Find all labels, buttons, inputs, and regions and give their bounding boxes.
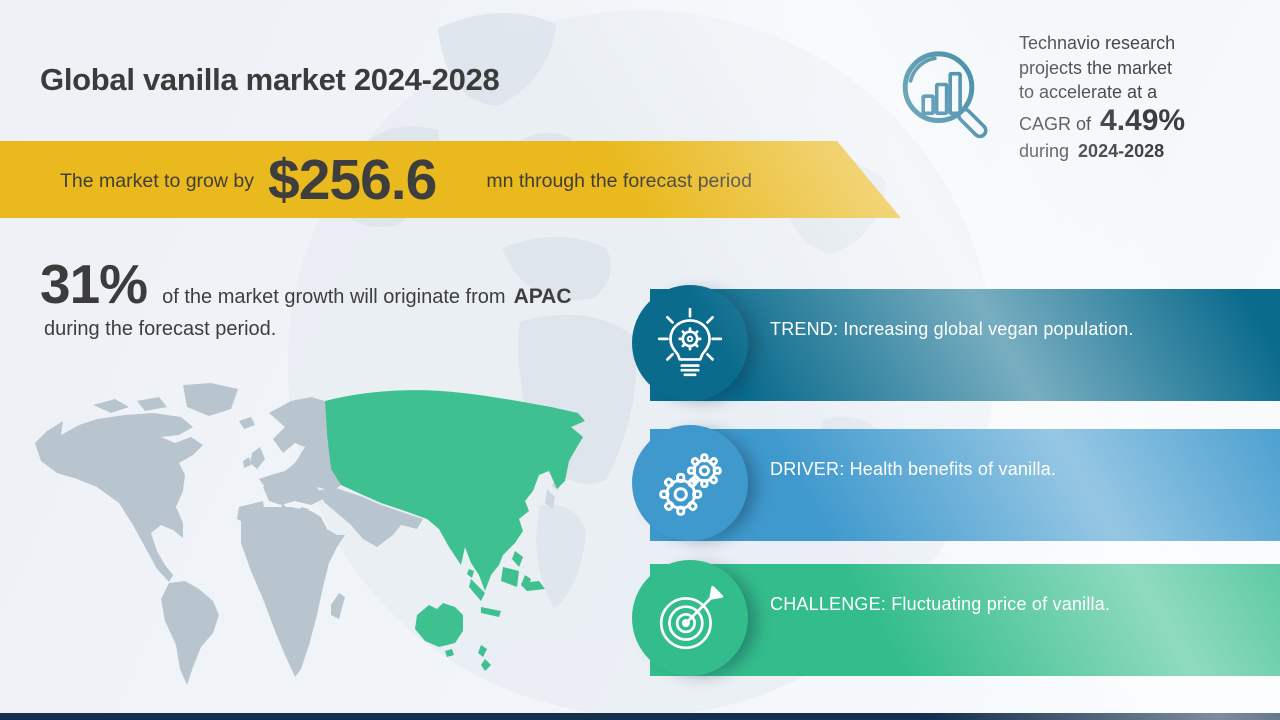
challenge-ribbon-bar: CHALLENGE: Fluctuating price of vanilla.: [650, 564, 1280, 676]
growth-percent: 31%: [40, 253, 148, 315]
lightbulb-gear-icon: [657, 307, 723, 377]
driver-icon-circle: [632, 425, 748, 541]
challenge-label: CHALLENGE: Fluctuating price of vanilla.: [770, 594, 1111, 614]
growth-text: of the market growth will originate from: [162, 286, 506, 308]
banner-amount: $256.6: [268, 147, 437, 212]
trend-icon-circle: [632, 285, 748, 401]
banner-prefix: The market to grow by: [60, 170, 254, 192]
page-title: Global vanilla market 2024-2028: [40, 62, 500, 97]
challenge-ribbon: CHALLENGE: Fluctuating price of vanilla.: [0, 560, 1280, 676]
trend-ribbon-bar: TREND: Increasing global vegan populatio…: [650, 289, 1280, 401]
banner-suffix: mn through the forecast period: [486, 170, 752, 192]
trend-label: TREND: Increasing global vegan populatio…: [770, 319, 1134, 339]
challenge-icon-circle: [632, 560, 748, 676]
cagr-period: 2024-2028: [1078, 140, 1165, 161]
target-arrow-icon: [659, 585, 724, 650]
growth-region: APAC: [513, 285, 572, 308]
cagr-line: Technavio research: [1019, 33, 1176, 53]
driver-label: DRIVER: Health benefits of vanilla.: [770, 459, 1057, 479]
cagr-line: projects the market: [1019, 57, 1173, 78]
trend-ribbon: TREND: Increasing global vegan populatio…: [0, 285, 1280, 401]
world-map: [35, 383, 585, 685]
driver-ribbon: DRIVER: Health benefits of vanilla.: [0, 425, 1280, 541]
map-region-base: [35, 383, 423, 685]
cagr-prefix: CAGR of: [1019, 113, 1092, 134]
cagr-callout: Technavio research projects the market t…: [1019, 31, 1229, 163]
driver-ribbon-bar: DRIVER: Health benefits of vanilla.: [650, 429, 1280, 541]
footer-bar: [0, 713, 1280, 720]
growth-line2: during the forecast period.: [44, 318, 277, 340]
magnifier-bar-chart-icon: [902, 51, 988, 139]
growth-stat: 31% of the market growth will originate …: [40, 252, 660, 341]
double-gear-icon: [659, 453, 722, 516]
market-growth-banner: The market to grow by $256.6 mn through …: [0, 141, 901, 218]
map-region-apac: [325, 390, 585, 671]
during-label: during: [1019, 140, 1070, 161]
cagr-line: to accelerate at a: [1019, 82, 1158, 102]
cagr-value: 4.49%: [1100, 103, 1186, 137]
